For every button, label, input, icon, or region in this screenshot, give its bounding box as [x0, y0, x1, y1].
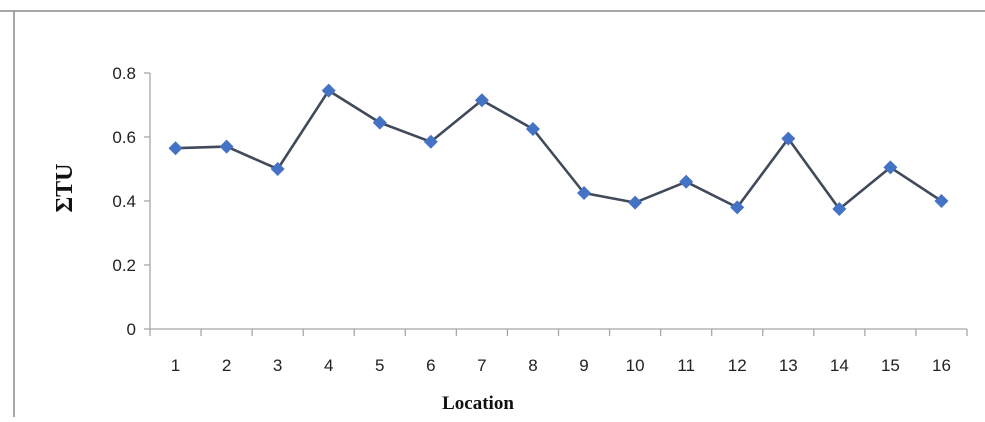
x-tick-label: 5	[375, 356, 384, 375]
x-tick-label: 4	[324, 356, 333, 375]
x-tick-label: 10	[626, 356, 645, 375]
x-tick-label: 8	[528, 356, 537, 375]
axes	[144, 72, 968, 336]
x-tick-label: 13	[779, 356, 798, 375]
y-tick-label: 0.4	[112, 192, 136, 211]
data-point-marker	[423, 134, 438, 149]
x-tick-label: 1	[171, 356, 180, 375]
data-point-marker	[168, 141, 183, 156]
data-point-marker	[270, 162, 285, 176]
data-point-marker	[372, 115, 387, 130]
x-tick-label: 14	[830, 356, 849, 375]
y-tick-label: 0.6	[112, 128, 136, 147]
data-point-marker	[730, 200, 745, 215]
data-point-marker	[525, 122, 540, 136]
x-tick-labels: 1 2 3 4 5 6 7 8 9 10 11 12 13 14 15 16	[171, 356, 951, 375]
x-tick-label: 11	[677, 356, 695, 375]
y-tick-labels: 0 0.2 0.4 0.6 0.8	[112, 64, 136, 339]
data-point-marker	[832, 202, 847, 216]
y-axis-label: ΣTU	[52, 163, 78, 212]
series-line	[175, 89, 943, 211]
x-tick-label: 7	[477, 356, 486, 375]
x-tick-label: 16	[932, 356, 951, 375]
y-tick-label: 0.2	[112, 256, 136, 275]
data-point-marker	[628, 195, 643, 210]
data-point-marker	[781, 131, 796, 146]
x-tick-label: 9	[579, 356, 588, 375]
data-point-marker	[883, 160, 898, 175]
data-point-marker	[321, 83, 336, 98]
x-tick-label: 6	[426, 356, 435, 375]
data-point-marker	[934, 194, 949, 208]
data-point-marker	[679, 174, 694, 189]
x-tick-label: 12	[728, 356, 747, 375]
x-tick-label: 3	[273, 356, 282, 375]
x-tick-label: 2	[222, 356, 231, 375]
x-axis-label: Location	[442, 393, 514, 414]
data-point-marker	[219, 139, 234, 154]
x-tick-label: 15	[881, 356, 900, 375]
y-tick-label: 0.8	[112, 64, 136, 83]
series-group	[168, 83, 949, 216]
y-tick-label: 0	[127, 320, 136, 339]
data-point-marker	[577, 186, 592, 200]
data-point-marker	[474, 93, 489, 108]
